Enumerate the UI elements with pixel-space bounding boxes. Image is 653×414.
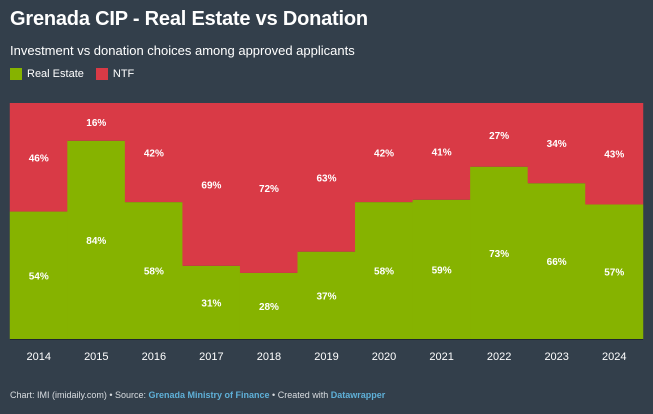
data-label-ntf-2023: 34% <box>547 139 567 150</box>
x-tick-label-2024: 2024 <box>602 351 626 363</box>
legend-item-real-estate: Real Estate <box>10 68 84 80</box>
footer-credit: Chart: IMI (imidaily.com) • Source: <box>10 390 149 400</box>
data-label-real-estate-2017: 31% <box>201 298 221 309</box>
data-label-real-estate-2021: 59% <box>432 265 452 276</box>
data-label-real-estate-2020: 58% <box>374 267 394 278</box>
data-label-ntf-2024: 43% <box>604 150 624 161</box>
x-tick-label-2016: 2016 <box>142 351 166 363</box>
data-label-ntf-2019: 63% <box>316 173 336 184</box>
bar-real-estate-2024 <box>585 204 644 339</box>
data-label-ntf-2020: 42% <box>374 149 394 160</box>
footer-created-with: • Created with <box>269 390 331 400</box>
bar-real-estate-2018 <box>239 272 298 339</box>
chart-footer: Chart: IMI (imidaily.com) • Source: Gren… <box>10 390 385 400</box>
legend-item-ntf: NTF <box>95 68 135 80</box>
bar-real-estate-2015 <box>67 140 126 339</box>
bar-real-estate-2017 <box>182 265 241 339</box>
bar-ntf-2018 <box>239 103 298 273</box>
data-label-real-estate-2024: 57% <box>604 268 624 279</box>
bar-real-estate-2023 <box>527 183 586 339</box>
bar-real-estate-2020 <box>355 202 414 339</box>
bar-real-estate-2016 <box>124 202 183 339</box>
datawrapper-link[interactable]: Datawrapper <box>330 390 386 400</box>
data-label-real-estate-2016: 58% <box>144 267 164 278</box>
source-link[interactable]: Grenada Ministry of Finance <box>148 390 270 400</box>
data-label-real-estate-2014: 54% <box>29 271 49 282</box>
bar-real-estate-2014 <box>9 211 68 339</box>
data-label-real-estate-2015: 84% <box>86 236 106 247</box>
legend-label-real-estate: Real Estate <box>27 68 84 80</box>
x-tick-label-2018: 2018 <box>257 351 281 363</box>
bar-ntf-2024 <box>585 103 644 205</box>
bar-ntf-2015 <box>67 103 126 141</box>
x-tick-label-2020: 2020 <box>372 351 396 363</box>
data-label-real-estate-2018: 28% <box>259 302 279 313</box>
bar-ntf-2017 <box>182 103 241 266</box>
data-label-ntf-2022: 27% <box>489 131 509 142</box>
x-tick-label-2022: 2022 <box>487 351 511 363</box>
bar-ntf-2022 <box>470 103 529 167</box>
legend-swatch-ntf <box>95 68 108 80</box>
data-label-ntf-2018: 72% <box>259 184 279 195</box>
bar-ntf-2021 <box>412 103 471 200</box>
bar-ntf-2023 <box>527 103 586 184</box>
bar-ntf-2020 <box>355 103 414 203</box>
x-tick-label-2014: 2014 <box>27 351 51 363</box>
data-label-real-estate-2022: 73% <box>489 249 509 260</box>
data-label-ntf-2016: 42% <box>144 149 164 160</box>
data-label-real-estate-2019: 37% <box>316 291 336 302</box>
data-label-ntf-2017: 69% <box>201 180 221 191</box>
x-tick-label-2019: 2019 <box>314 351 338 363</box>
x-tick-label-2015: 2015 <box>84 351 108 363</box>
legend-swatch-real-estate <box>10 68 22 80</box>
data-label-ntf-2021: 41% <box>432 147 452 158</box>
bar-ntf-2014 <box>9 103 68 212</box>
bar-real-estate-2019 <box>297 251 356 339</box>
data-label-ntf-2015: 16% <box>86 118 106 129</box>
chart-title: Grenada CIP - Real Estate vs Donation <box>10 8 368 30</box>
x-tick-label-2017: 2017 <box>199 351 223 363</box>
chart-subtitle: Investment vs donation choices among app… <box>10 43 355 58</box>
x-tick-label-2023: 2023 <box>544 351 568 363</box>
bar-ntf-2019 <box>297 103 356 252</box>
data-label-real-estate-2023: 66% <box>547 257 567 268</box>
bar-real-estate-2021 <box>412 199 471 339</box>
legend: Real Estate NTF <box>10 68 146 80</box>
bar-real-estate-2022 <box>470 166 529 339</box>
data-label-ntf-2014: 46% <box>29 153 49 164</box>
bar-ntf-2016 <box>124 103 183 203</box>
legend-label-ntf: NTF <box>112 68 135 80</box>
x-tick-label-2021: 2021 <box>429 351 453 363</box>
